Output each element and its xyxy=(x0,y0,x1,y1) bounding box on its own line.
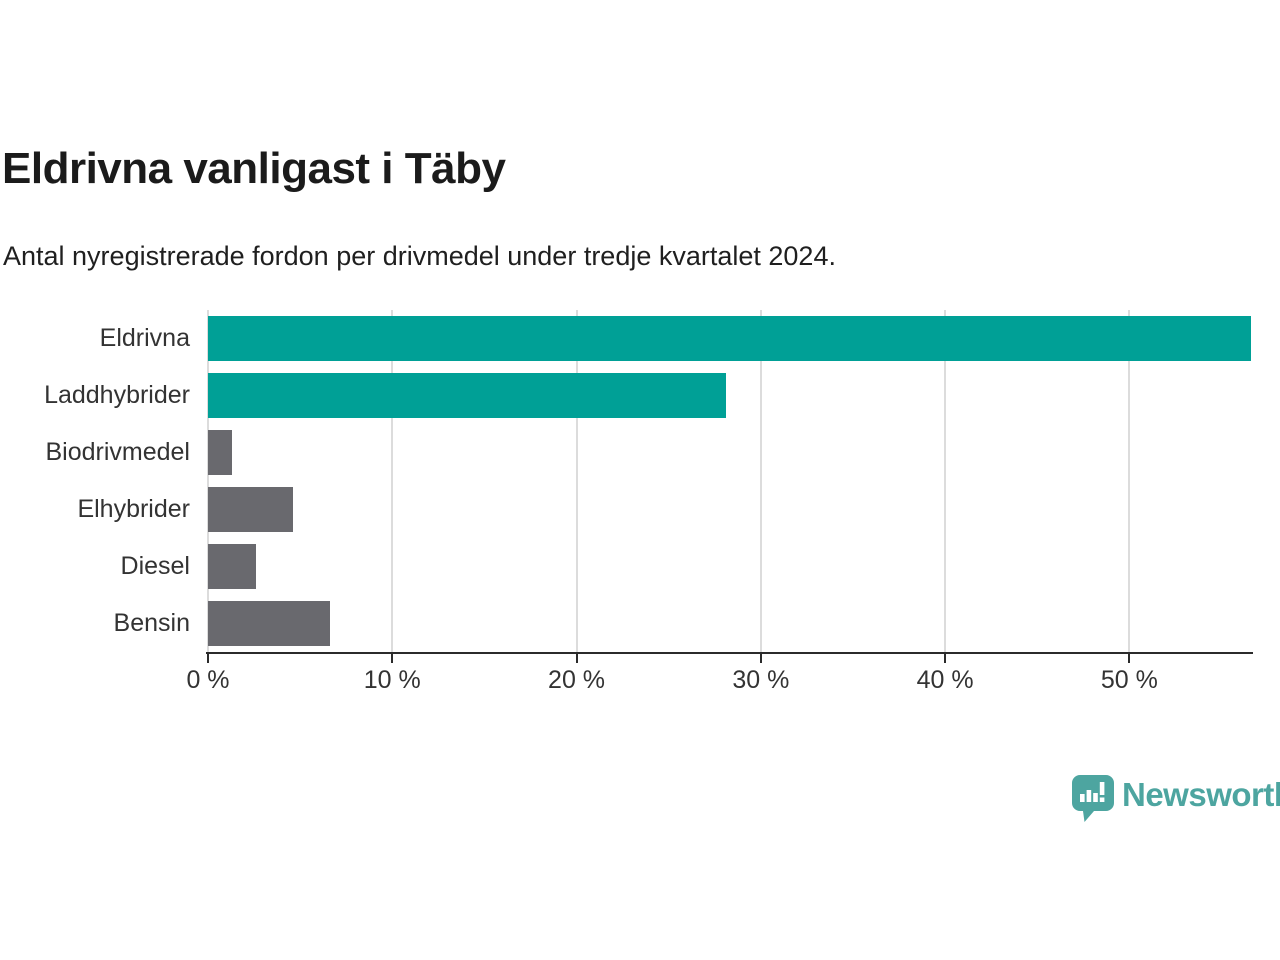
chart-title: Eldrivna vanligast i Täby xyxy=(2,144,506,193)
bar-biodrivmedel xyxy=(208,430,232,475)
x-tick-label-30: 30 % xyxy=(732,666,790,694)
gridline-30 xyxy=(759,310,762,652)
brand-logo: Newsworthy xyxy=(1072,775,1280,822)
x-tick-10 xyxy=(391,654,394,663)
x-tick-20 xyxy=(575,654,578,663)
category-axis-labels: Eldrivna Laddhybrider Biodrivmedel Elhybrid… xyxy=(0,310,190,652)
bar-eldrivna xyxy=(208,316,1251,361)
logo-bar-3 xyxy=(1093,793,1098,802)
bar-diesel xyxy=(208,544,256,589)
x-tick-label-0: 0 % xyxy=(186,666,230,694)
bar-laddhybrider xyxy=(208,373,726,418)
newsworthy-logo-icon xyxy=(1072,775,1114,822)
x-tick-label-10: 10 % xyxy=(363,666,421,694)
x-tick-30 xyxy=(759,654,762,663)
plot-area xyxy=(207,310,1251,652)
x-tick-0 xyxy=(207,654,209,663)
bar-elhybrider xyxy=(208,487,293,532)
gridline-10 xyxy=(391,310,394,652)
bar-bensin xyxy=(208,601,330,646)
logo-bar-1 xyxy=(1080,794,1085,802)
category-label-biodrivmedel: Biodrivmedel xyxy=(45,438,190,466)
category-label-diesel: Diesel xyxy=(120,552,190,580)
chart-subtitle: Antal nyregistrerade fordon per drivmede… xyxy=(3,241,836,271)
x-tick-40 xyxy=(944,654,947,663)
x-tick-50 xyxy=(1128,654,1131,663)
logo-exclamation-dot xyxy=(1099,797,1105,802)
x-tick-label-20: 20 % xyxy=(548,666,606,694)
gridline-20 xyxy=(575,310,578,652)
category-label-elhybrider: Elhybrider xyxy=(77,495,190,523)
gridline-0 xyxy=(207,310,209,652)
logo-bar-2 xyxy=(1086,790,1092,802)
x-tick-label-50: 50 % xyxy=(1100,666,1158,694)
category-label-eldrivna: Eldrivna xyxy=(99,324,190,352)
gridline-50 xyxy=(1128,310,1131,652)
brand-name: Newsworthy xyxy=(1122,775,1280,813)
gridline-40 xyxy=(944,310,947,652)
x-tick-label-40: 40 % xyxy=(916,666,974,694)
category-label-bensin: Bensin xyxy=(113,609,190,637)
category-label-laddhybrider: Laddhybrider xyxy=(44,381,190,409)
logo-exclamation-bar xyxy=(1099,782,1105,795)
x-axis-line xyxy=(206,652,1253,654)
